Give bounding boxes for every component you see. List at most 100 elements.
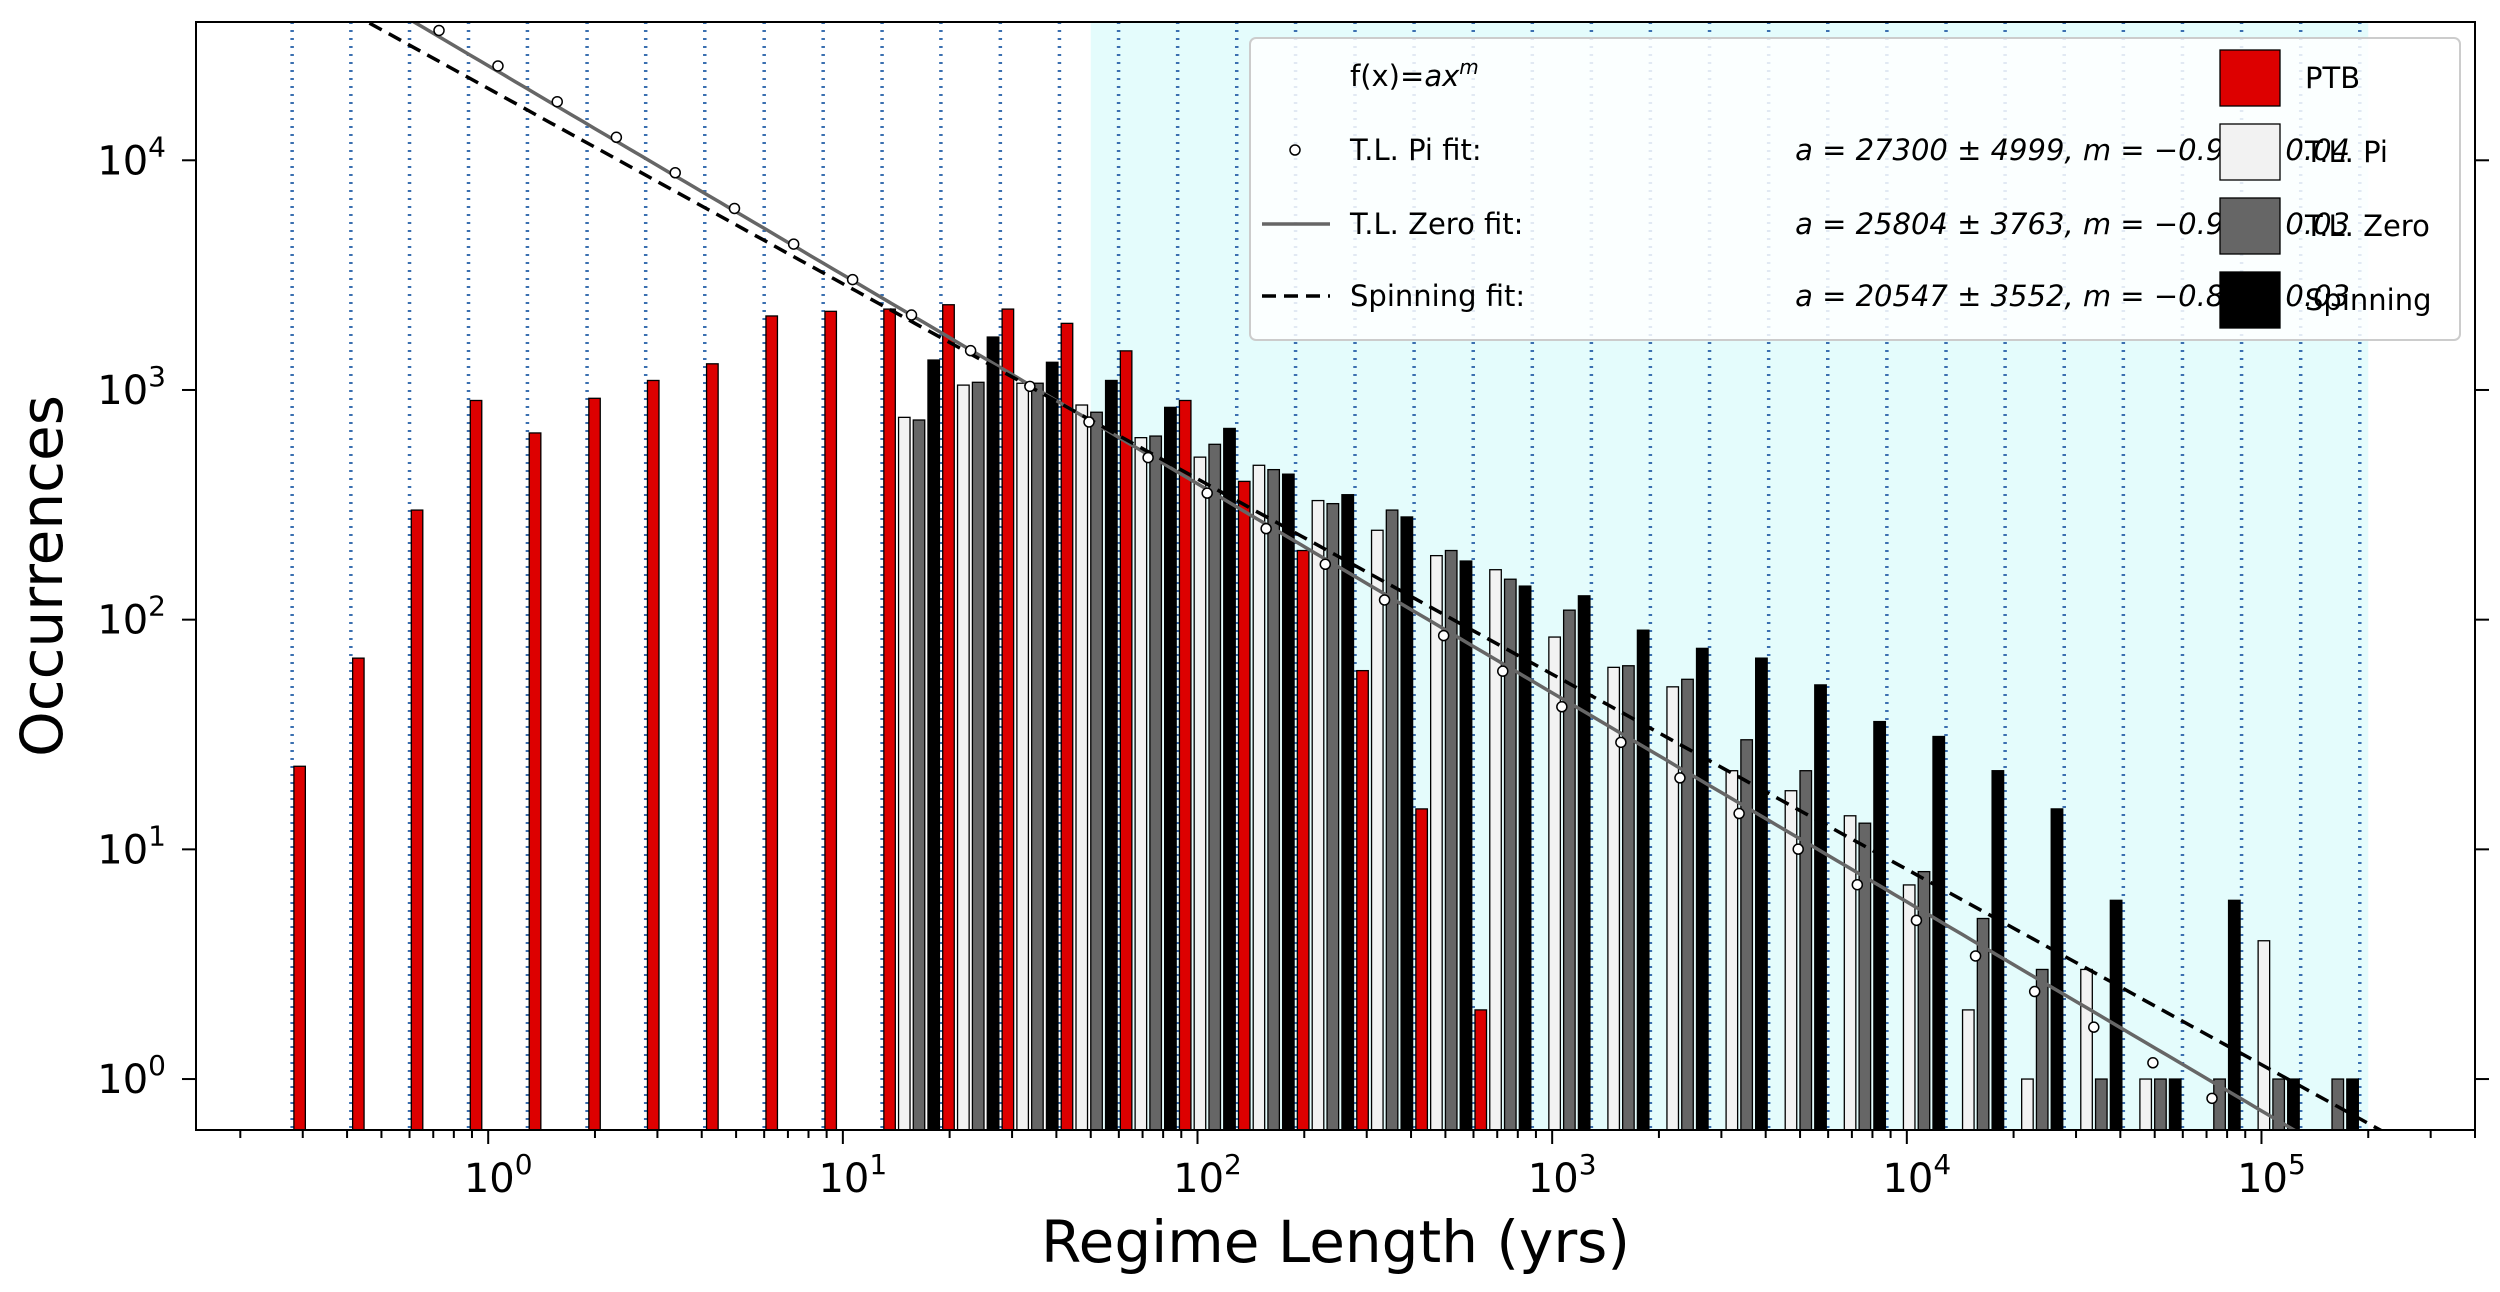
bar-ptb-9 (824, 310, 838, 1130)
x-tick-label: 104 (1882, 1148, 1951, 1202)
fit-point-tl-pi (846, 273, 859, 286)
bar-spinning-31 (2168, 1078, 2182, 1130)
x-tick-label-base: 10 (2237, 1156, 2288, 1202)
y-tick-label-base: 10 (97, 368, 148, 414)
legend-swatch-t-l-pi (2219, 123, 2281, 181)
bar-spinning-14 (1164, 406, 1177, 1130)
legend-series-label: Spinning (2305, 283, 2431, 317)
fit-point-tl-pi (610, 131, 623, 144)
y-tick-label: 101 (97, 819, 166, 873)
bar-t-l-pi-23 (1666, 686, 1680, 1130)
fit-point-tl-pi (964, 344, 977, 357)
bar-ptb-7 (705, 363, 719, 1130)
bar-t-l-pi-17 (1311, 499, 1325, 1130)
legend-swatch-t-l-zero (2219, 197, 2281, 255)
fit-point-tl-pi (551, 95, 563, 108)
bar-spinning-33 (2287, 1078, 2300, 1130)
bar-spinning-26 (1873, 720, 1887, 1130)
legend-swatch-spinning (2219, 271, 2281, 329)
bar-t-l-pi-26 (1843, 815, 1857, 1130)
bar-spinning-24 (1755, 657, 1768, 1130)
fit-point-tl-pi (1851, 878, 1864, 891)
fit-point-tl-pi (728, 202, 741, 215)
fit-point-tl-pi (787, 238, 800, 250)
bar-spinning-27 (1932, 735, 1946, 1130)
fit-line-spinning (363, 22, 2384, 1130)
bar-ptb-17 (1296, 549, 1310, 1130)
legend-fit-label: T.L. Zero fit: (1349, 207, 1523, 241)
y-tick-label-exp: 0 (148, 1049, 166, 1082)
bar-t-l-pi-25 (1784, 790, 1798, 1130)
bar-t-l-zero-21 (1562, 609, 1576, 1130)
bar-t-l-zero-16 (1267, 468, 1281, 1130)
bar-spinning-23 (1695, 647, 1709, 1130)
y-tick-label-exp: 4 (148, 130, 166, 163)
y-tick-label: 104 (97, 130, 166, 184)
bar-t-l-pi-16 (1252, 464, 1266, 1130)
bar-t-l-pi-11 (956, 384, 970, 1130)
fit-point-tl-pi (1910, 914, 1923, 927)
x-tick-label-base: 10 (464, 1156, 515, 1202)
bar-t-l-pi-13 (1075, 404, 1089, 1130)
bar-t-l-pi-14 (1134, 437, 1148, 1130)
bar-t-l-pi-29 (2021, 1078, 2034, 1130)
legend-box (1249, 37, 2461, 341)
x-axis-title: Regime Length (yrs) (1041, 1208, 1630, 1276)
bar-t-l-zero-34 (2331, 1078, 2345, 1130)
fit-point-tl-pi (2088, 1021, 2100, 1033)
bar-ptb-3 (469, 399, 483, 1130)
bar-t-l-pi-12 (1016, 382, 1030, 1130)
x-tick-label: 100 (464, 1148, 533, 1202)
fit-point-tl-pi (1142, 451, 1154, 464)
x-tick-label: 103 (1528, 1148, 1597, 1202)
fit-point-tl-pi (1437, 629, 1450, 642)
x-tick-label-base: 10 (1173, 1156, 1224, 1202)
bar-t-l-pi-10 (897, 416, 911, 1130)
x-tick-label-base: 10 (1528, 1156, 1579, 1202)
bar-t-l-zero-20 (1503, 578, 1517, 1130)
fit-point-tl-pi (1083, 416, 1095, 428)
bar-ptb-20 (1474, 1009, 1488, 1130)
bar-ptb-18 (1356, 669, 1369, 1130)
y-tick-label-base: 10 (97, 827, 148, 873)
bar-t-l-pi-28 (1961, 1009, 1975, 1130)
bar-t-l-pi-18 (1370, 529, 1384, 1130)
legend-swatch-ptb (2219, 49, 2281, 107)
bar-ptb-11 (942, 304, 955, 1130)
fit-point-tl-pi (1615, 736, 1627, 749)
fit-point-tl-pi (1733, 807, 1745, 820)
bar-ptb-16 (1237, 480, 1251, 1130)
bar-t-l-zero-25 (1799, 770, 1813, 1130)
x-tick-label-base: 10 (1882, 1156, 1933, 1202)
bar-spinning-15 (1223, 427, 1236, 1130)
bar-ptb-4 (528, 432, 542, 1130)
fit-point-tl-pi (905, 309, 918, 321)
bar-t-l-zero-29 (2035, 968, 2049, 1130)
bar-ptb-15 (1178, 399, 1192, 1130)
bar-ptb-2 (410, 509, 424, 1130)
bar-spinning-10 (927, 359, 941, 1130)
bar-t-l-zero-14 (1149, 435, 1163, 1130)
legend-header-m: m (1459, 55, 1478, 79)
bar-spinning-19 (1459, 560, 1473, 1130)
fit-point-tl-pi (1378, 594, 1391, 606)
bar-spinning-20 (1518, 585, 1532, 1130)
x-tick-label: 105 (2237, 1148, 2306, 1202)
bar-t-l-zero-19 (1444, 549, 1458, 1130)
bar-ptb-14 (1119, 350, 1133, 1130)
bar-t-l-zero-13 (1090, 411, 1103, 1130)
legend-fit-label: T.L. Pi fit: (1349, 133, 1482, 167)
fit-point-tl-pi (2147, 1057, 2159, 1069)
bar-ptb-5 (588, 397, 601, 1130)
y-axis-title: Occurrences (8, 395, 76, 757)
x-tick-label-exp: 3 (1579, 1148, 1597, 1181)
x-tick-label: 102 (1173, 1148, 1242, 1202)
bar-spinning-21 (1577, 595, 1591, 1130)
x-tick-label-base: 10 (818, 1156, 869, 1202)
bar-t-l-zero-23 (1681, 678, 1694, 1130)
bar-t-l-pi-31 (2139, 1078, 2153, 1130)
legend-header: f(x)=axm (1350, 55, 1479, 93)
bar-spinning-13 (1104, 379, 1118, 1130)
